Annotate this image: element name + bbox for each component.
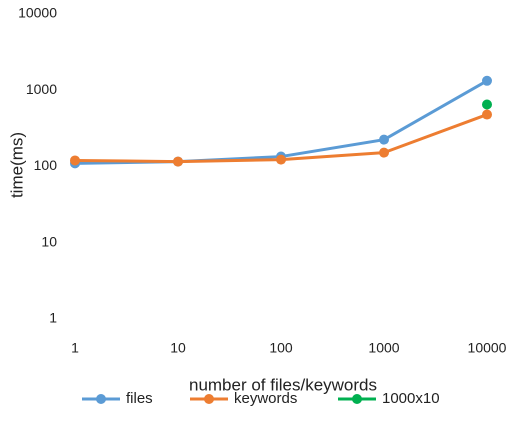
x-tick-label: 10 — [170, 340, 186, 356]
data-point — [379, 147, 389, 158]
y-tick-label: 1000 — [26, 81, 57, 97]
x-tick-label: 1 — [71, 340, 79, 356]
y-tick-label: 1 — [49, 310, 57, 326]
data-point — [379, 134, 389, 145]
x-tick-label: 100 — [269, 340, 293, 356]
y-tick-label: 10000 — [18, 5, 57, 21]
data-point — [70, 155, 80, 166]
legend-label: keywords — [234, 390, 297, 407]
legend-swatch-marker — [96, 394, 106, 404]
y-axis-title: time(ms) — [7, 132, 26, 198]
data-point — [482, 109, 492, 120]
data-point — [482, 99, 492, 110]
legend-label: files — [126, 390, 153, 407]
y-tick-label: 10 — [41, 233, 57, 249]
data-point — [173, 156, 183, 167]
data-point — [482, 75, 492, 86]
legend-swatch-marker — [204, 394, 214, 404]
legend-swatch-marker — [352, 394, 362, 404]
legend-label: 1000x10 — [382, 390, 440, 407]
legend: files keywords 1000x10 — [82, 390, 440, 407]
y-tick-label: 100 — [34, 157, 58, 173]
series-line — [74, 79, 488, 165]
x-tick-label: 1000 — [368, 340, 399, 356]
x-tick-label: 10000 — [468, 340, 507, 356]
data-point — [276, 154, 286, 165]
x-axis-title: number of files/keywords — [189, 375, 377, 394]
